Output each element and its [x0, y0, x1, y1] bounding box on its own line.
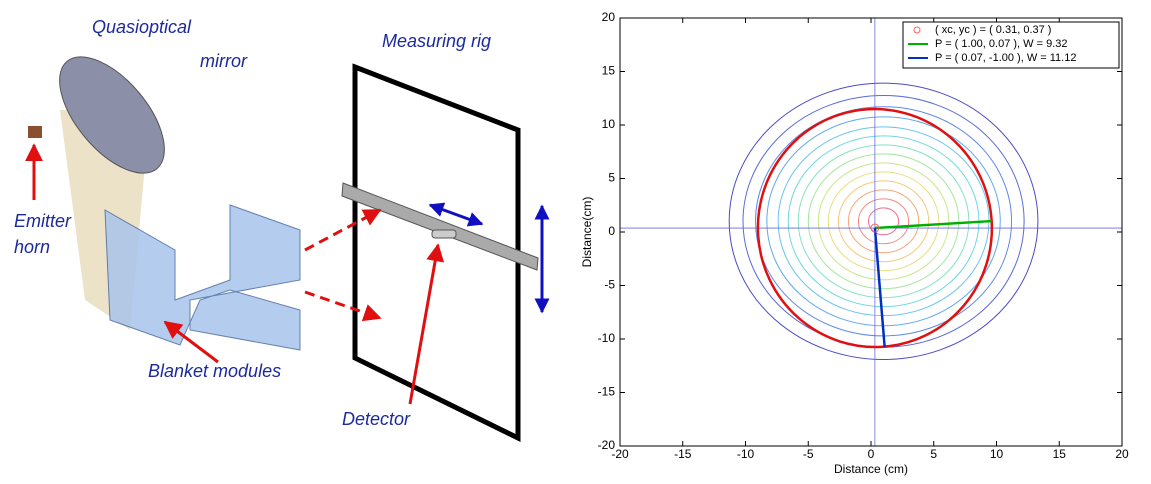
label: Quasioptical: [92, 17, 192, 37]
y-tick-label: -15: [598, 385, 616, 399]
arrow: [410, 245, 438, 404]
y-tick-label: 20: [602, 10, 616, 24]
y-tick-label: 0: [608, 224, 615, 238]
x-tick-label: -5: [803, 447, 814, 461]
legend-label: P = ( 0.07, -1.00 ), W = 11.12: [935, 52, 1076, 64]
rail: [342, 183, 538, 270]
x-tick-label: 15: [1053, 447, 1067, 461]
x-tick-label: 5: [930, 447, 937, 461]
y-tick-label: -20: [598, 438, 616, 452]
detector: [432, 230, 456, 238]
label: Emitter: [14, 211, 72, 231]
y-tick-label: -5: [604, 278, 615, 292]
x-axis-label: Distance (cm): [834, 462, 908, 476]
y-tick-label: -10: [598, 331, 616, 345]
x-tick-label: 20: [1115, 447, 1129, 461]
label: Detector: [342, 409, 411, 429]
y-tick-label: 15: [602, 64, 616, 78]
label: horn: [14, 237, 50, 257]
blanket-modules: [105, 205, 300, 350]
arrow: [305, 292, 380, 318]
legend-label: ( xc, yc ) = ( 0.31, 0.37 ): [935, 24, 1051, 36]
label: Blanket modules: [148, 361, 281, 381]
plot-area: [620, 18, 1122, 446]
setup-diagram: Quasioptical mirror Emitter horn Blanket…: [14, 17, 542, 438]
y-tick-label: 10: [602, 117, 616, 131]
emitter: [28, 126, 42, 138]
x-tick-label: -15: [674, 447, 692, 461]
label: mirror: [200, 51, 248, 71]
arrow: [305, 210, 380, 250]
legend-label: P = ( 1.00, 0.07 ), W = 9.32: [935, 38, 1067, 50]
label: Measuring rig: [382, 31, 491, 51]
y-axis-label: Distance(cm): [580, 197, 594, 268]
y-tick-label: 5: [608, 171, 615, 185]
x-tick-label: 0: [868, 447, 875, 461]
figure: Quasioptical mirror Emitter horn Blanket…: [0, 0, 1151, 479]
x-tick-label: 10: [990, 447, 1004, 461]
x-tick-label: -10: [737, 447, 755, 461]
